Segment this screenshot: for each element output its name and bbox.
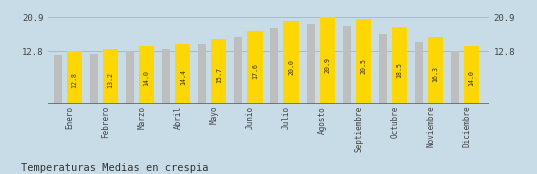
Bar xyxy=(103,49,118,104)
Bar xyxy=(162,49,170,104)
Text: 14.0: 14.0 xyxy=(144,70,150,86)
Bar xyxy=(451,51,459,104)
Bar xyxy=(355,19,371,104)
Text: 20.0: 20.0 xyxy=(288,59,294,75)
Text: 15.7: 15.7 xyxy=(216,67,222,83)
Bar xyxy=(320,17,335,104)
Bar xyxy=(284,21,299,104)
Text: 17.6: 17.6 xyxy=(252,64,258,80)
Bar xyxy=(415,42,423,104)
Bar xyxy=(392,27,407,104)
Bar xyxy=(428,37,443,104)
Text: 13.2: 13.2 xyxy=(107,72,114,88)
Bar xyxy=(248,31,263,104)
Text: 20.9: 20.9 xyxy=(324,57,330,73)
Bar xyxy=(198,44,206,104)
Text: 12.8: 12.8 xyxy=(71,72,77,88)
Bar xyxy=(343,26,351,104)
Bar xyxy=(67,51,82,104)
Bar xyxy=(139,46,154,104)
Text: 18.5: 18.5 xyxy=(396,62,402,78)
Text: Temperaturas Medias en crespia: Temperaturas Medias en crespia xyxy=(21,163,209,173)
Bar xyxy=(464,46,479,104)
Bar xyxy=(234,37,242,104)
Bar xyxy=(90,54,98,104)
Bar xyxy=(211,39,227,104)
Text: 20.5: 20.5 xyxy=(360,58,366,74)
Text: 16.3: 16.3 xyxy=(432,66,438,82)
Text: 14.0: 14.0 xyxy=(468,70,475,86)
Bar xyxy=(307,24,315,104)
Bar xyxy=(379,34,387,104)
Bar xyxy=(54,55,62,104)
Bar xyxy=(126,51,134,104)
Bar xyxy=(175,45,190,104)
Bar xyxy=(271,28,278,104)
Text: 14.4: 14.4 xyxy=(180,69,186,85)
